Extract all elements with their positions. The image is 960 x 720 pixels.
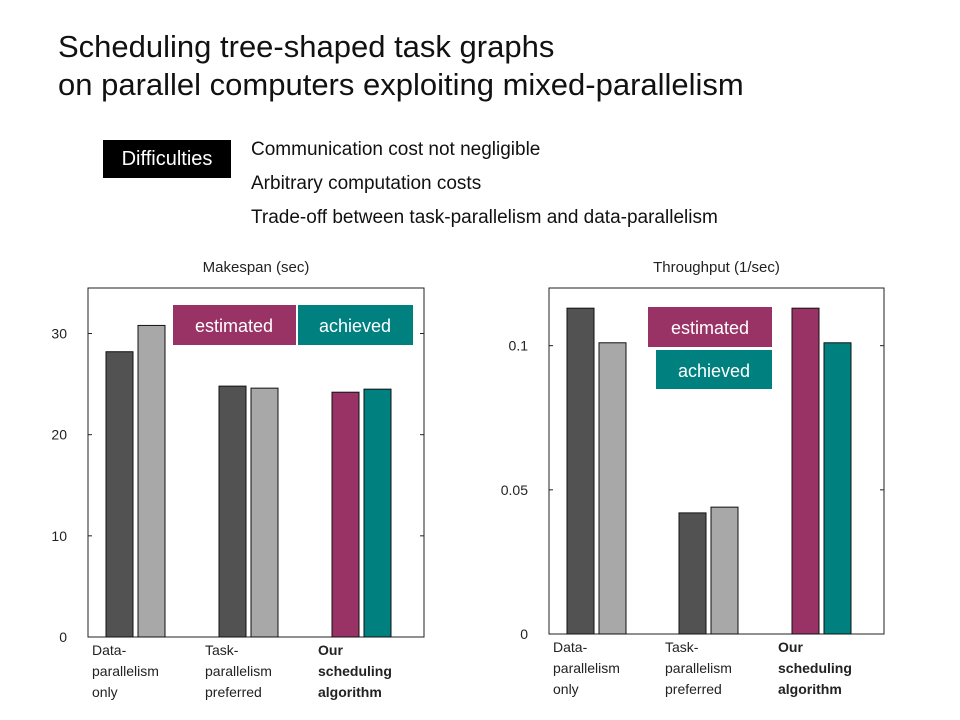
throughput-category-label: scheduling <box>778 660 852 676</box>
throughput-category-label: parallelism <box>665 660 732 676</box>
throughput-category-label: parallelism <box>553 660 620 676</box>
difficulties-label: Difficulties <box>103 140 231 178</box>
difficulty-item: Arbitrary computation costs <box>251 173 482 194</box>
throughput-legend-achieved-swatch <box>656 350 772 389</box>
makespan-ytick-label: 30 <box>51 326 67 342</box>
makespan-bar-achieved <box>137 324 166 638</box>
makespan-ytick-label: 10 <box>51 528 67 544</box>
slide-title: Scheduling tree-shaped task graphs on pa… <box>58 28 744 104</box>
makespan-category-label: parallelism <box>92 663 159 679</box>
throughput-category-label: Task- <box>665 639 699 655</box>
throughput-bar-estimated <box>566 307 595 635</box>
makespan-bar-achieved <box>363 388 392 638</box>
makespan-chart-title: Makespan (sec) <box>203 259 310 276</box>
throughput-bar-achieved <box>598 342 627 635</box>
makespan-category-label: algorithm <box>318 684 382 700</box>
makespan-bar-achieved <box>250 387 279 638</box>
makespan-category-label: Our <box>318 642 343 658</box>
makespan-category-label: only <box>92 684 118 700</box>
throughput-legend-estimated-swatch <box>648 307 772 347</box>
throughput-category-label: Our <box>778 639 803 655</box>
throughput-legend-estimated-label: estimated <box>671 318 749 338</box>
difficulty-item: Communication cost not negligible <box>251 139 541 160</box>
throughput-bar-estimated <box>678 512 707 635</box>
makespan-category-label: preferred <box>205 684 262 700</box>
title-line-1: Scheduling tree-shaped task graphs <box>58 29 555 64</box>
makespan-category-label: Task- <box>205 642 239 658</box>
makespan-category-label: Data- <box>92 642 127 658</box>
difficulty-item: Trade-off between task-parallelism and d… <box>251 207 718 228</box>
makespan-legend-achieved-swatch <box>298 305 413 345</box>
makespan-legend-estimated-label: estimated <box>195 316 273 336</box>
makespan-bar-estimated <box>218 385 247 638</box>
throughput-category-label: Data- <box>553 639 588 655</box>
makespan-ytick-label: 0 <box>59 629 67 645</box>
throughput-category-label: only <box>553 681 579 697</box>
throughput-ytick-label: 0.1 <box>509 338 529 354</box>
throughput-chart-title: Throughput (1/sec) <box>653 259 780 276</box>
throughput-ytick-label: 0.05 <box>501 482 528 498</box>
makespan-bar-estimated <box>105 351 134 638</box>
makespan-bar-estimated <box>331 391 360 638</box>
throughput-category-label: algorithm <box>778 681 842 697</box>
makespan-category-label: parallelism <box>205 663 272 679</box>
makespan-category-label: scheduling <box>318 663 392 679</box>
throughput-bar-achieved <box>823 342 852 635</box>
throughput-legend-achieved-label: achieved <box>678 361 750 381</box>
makespan-legend-estimated-swatch <box>173 305 296 345</box>
throughput-ytick-label: 0 <box>520 626 528 642</box>
throughput-bar-achieved <box>710 506 739 635</box>
title-line-2: on parallel computers exploiting mixed-p… <box>58 67 744 102</box>
makespan-ytick-label: 20 <box>51 427 67 443</box>
makespan-legend-achieved-label: achieved <box>319 316 391 336</box>
throughput-category-label: preferred <box>665 681 722 697</box>
throughput-bar-estimated <box>791 307 820 635</box>
difficulties-list: Communication cost not negligible Arbitr… <box>251 133 718 235</box>
